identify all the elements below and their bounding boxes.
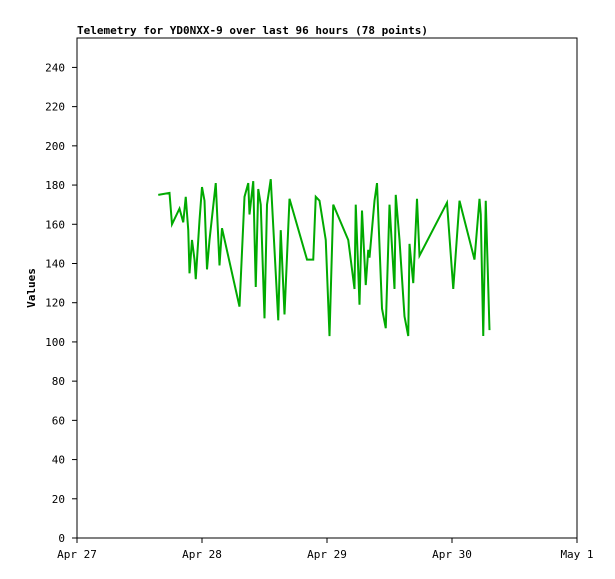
x-tick-label: Apr 29 — [307, 548, 347, 561]
y-tick-label: 20 — [52, 493, 65, 506]
y-tick-label: 180 — [45, 179, 65, 192]
y-tick-label: 0 — [58, 532, 65, 545]
y-tick-label: 100 — [45, 336, 65, 349]
y-axis-label: Values — [25, 268, 38, 308]
y-tick-label: 60 — [52, 414, 65, 427]
y-tick-label: 160 — [45, 218, 65, 231]
y-tick-label: 200 — [45, 140, 65, 153]
data-line — [158, 179, 491, 337]
x-tick-label: Apr 27 — [57, 548, 97, 561]
y-tick-label: 120 — [45, 297, 65, 310]
y-tick-label: 240 — [45, 61, 65, 74]
x-tick-label: Apr 28 — [182, 548, 222, 561]
x-tick-label: May 1 — [560, 548, 593, 561]
y-tick-label: 40 — [52, 454, 65, 467]
y-tick-label: 140 — [45, 257, 65, 270]
y-tick-label: 80 — [52, 375, 65, 388]
x-tick-label: Apr 30 — [432, 548, 472, 561]
chart-title: Telemetry for YD0NXX-9 over last 96 hour… — [77, 24, 428, 37]
y-tick-label: 220 — [45, 101, 65, 114]
